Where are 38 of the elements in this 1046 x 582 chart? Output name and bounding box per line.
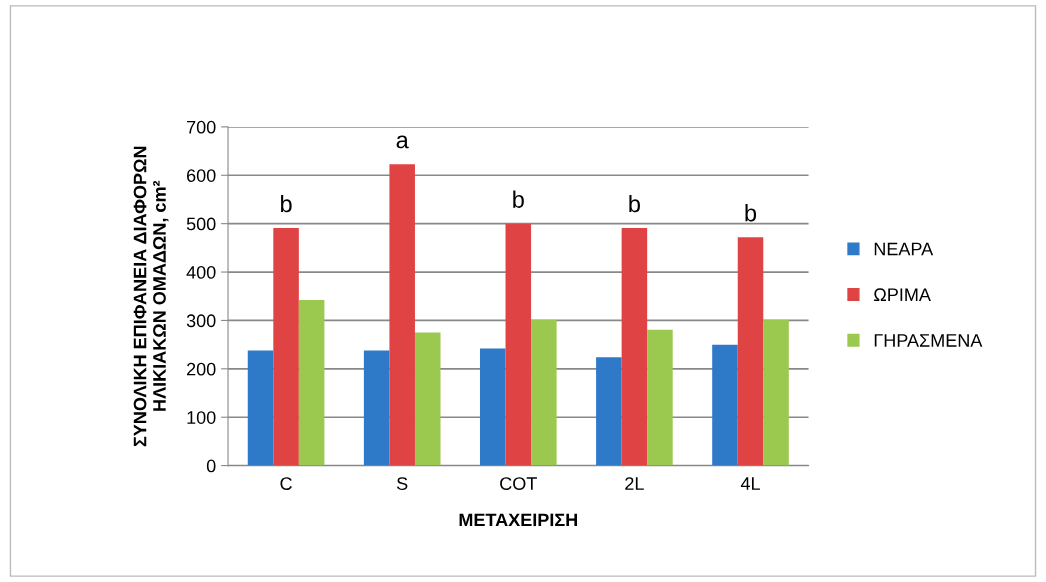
x-tick-label: COT xyxy=(500,477,537,490)
bar xyxy=(363,350,390,466)
bar xyxy=(737,237,764,466)
bar xyxy=(763,319,789,466)
y-tick-label: 300 xyxy=(186,314,216,328)
y-axis-title: ΣΥΝΟΛΙΚΗ ΕΠΙΦΑΝΕΙΑ ΔΙΑΦΟΡΩΝ ΗΛΙΚΙΑΚΩΝ ΟΜΑΔΩΝ, cm² xyxy=(133,146,169,447)
bar xyxy=(389,164,415,466)
annotation: b xyxy=(281,194,292,213)
bar xyxy=(596,357,622,466)
annotation: a xyxy=(396,135,409,149)
legend-label: ΩΡΙΜΑ xyxy=(874,288,931,301)
annotation: b xyxy=(513,190,524,208)
annotation: b xyxy=(629,194,640,213)
y-tick-label: 200 xyxy=(187,362,216,376)
x-tick-label: S xyxy=(396,477,408,490)
bar xyxy=(273,228,299,466)
bar xyxy=(414,332,441,466)
y-tick-label: 400 xyxy=(186,265,216,279)
bar xyxy=(647,329,673,466)
bar xyxy=(247,350,274,466)
bar xyxy=(621,228,648,466)
bar xyxy=(298,300,325,466)
y-tick-label: 500 xyxy=(186,217,216,231)
bar xyxy=(479,348,506,466)
x-tick-label: 4L xyxy=(740,477,760,490)
x-tick-label: C xyxy=(280,477,292,490)
y-tick-label: 700 xyxy=(187,120,216,134)
y-tick-label: 100 xyxy=(187,411,216,424)
bar xyxy=(531,319,557,466)
legend-label: ΓΗΡΑΣΜΕΝΑ xyxy=(874,334,983,347)
annotation: b xyxy=(745,204,757,222)
bar xyxy=(505,223,532,466)
x-axis-title: ΜΕΤΑΧΕΙΡΙΣΗ xyxy=(459,513,577,527)
bar xyxy=(712,344,738,466)
y-tick-label: 0 xyxy=(206,459,216,473)
y-tick-label: 600 xyxy=(187,169,216,182)
legend-label: ΝΕΑΡΑ xyxy=(874,242,934,256)
x-tick-label: 2L xyxy=(625,477,644,490)
